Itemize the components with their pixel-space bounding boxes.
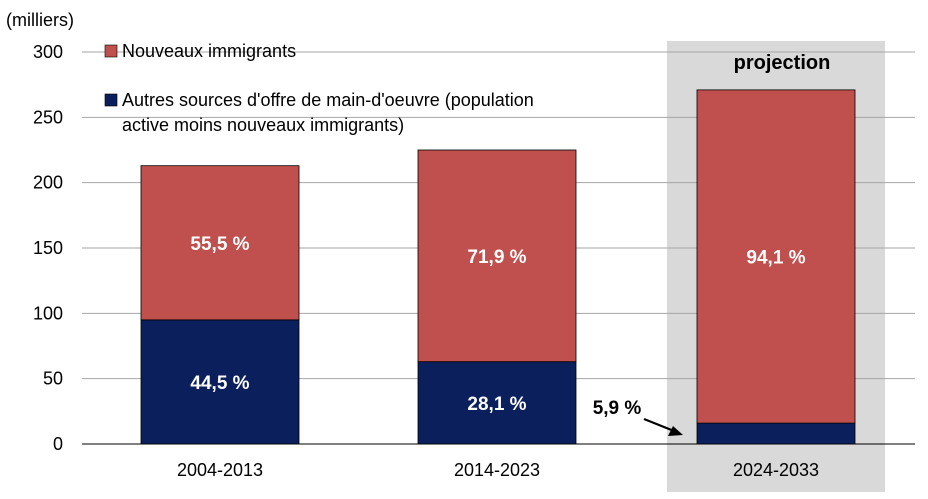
data-label: 5,9 % (593, 398, 642, 419)
legend-swatch-immigrants (104, 44, 118, 58)
bar-segment-immigrants (696, 89, 856, 424)
y-tick-label: 200 (33, 173, 63, 193)
data-label: 94,1 % (746, 247, 805, 268)
y-tick-label: 150 (33, 238, 63, 258)
x-tick-label: 2004-2013 (177, 460, 263, 480)
y-tick-label: 300 (33, 42, 63, 62)
data-label: 44,5 % (190, 373, 249, 394)
data-label: 71,9 % (467, 247, 526, 268)
y-tick-label: 50 (43, 369, 63, 389)
x-axis: 2004-2013 2014-2023 2024-2033 (177, 460, 819, 480)
y-axis: 0 50 100 150 200 250 300 (33, 42, 63, 454)
y-tick-label: 100 (33, 303, 63, 323)
bar-segment-immigrants (417, 149, 577, 363)
x-tick-label: 2024-2033 (733, 460, 819, 480)
data-label-arrow-line (643, 417, 675, 433)
legend-label-other-sources-line-1: Autres sources d'offre de main-d'oeuvre … (122, 90, 534, 110)
bars: 44,5 % 55,5 % 28,1 % 71,9 % 5,9 % 94,1 % (140, 89, 856, 445)
legend-label-immigrants: Nouveaux immigrants (122, 41, 296, 61)
bar-segment-other-sources (417, 361, 577, 445)
data-label: 55,5 % (190, 234, 249, 255)
y-tick-label: 250 (33, 107, 63, 127)
legend-swatch-other-sources (104, 93, 118, 107)
legend: Nouveaux immigrants Autres sources d'off… (104, 41, 534, 135)
bar-segment-other-sources (696, 422, 856, 445)
data-label-arrow-head (668, 426, 683, 436)
legend-label-other-sources-line-2: active moins nouveaux immigrants) (122, 115, 404, 135)
unit-label: (milliers) (6, 10, 74, 30)
y-tick-label: 0 (53, 434, 63, 454)
data-label: 28,1 % (467, 394, 526, 415)
bar-segment-immigrants (140, 165, 300, 321)
projection-label: projection (734, 52, 831, 74)
x-tick-label: 2014-2023 (454, 460, 540, 480)
